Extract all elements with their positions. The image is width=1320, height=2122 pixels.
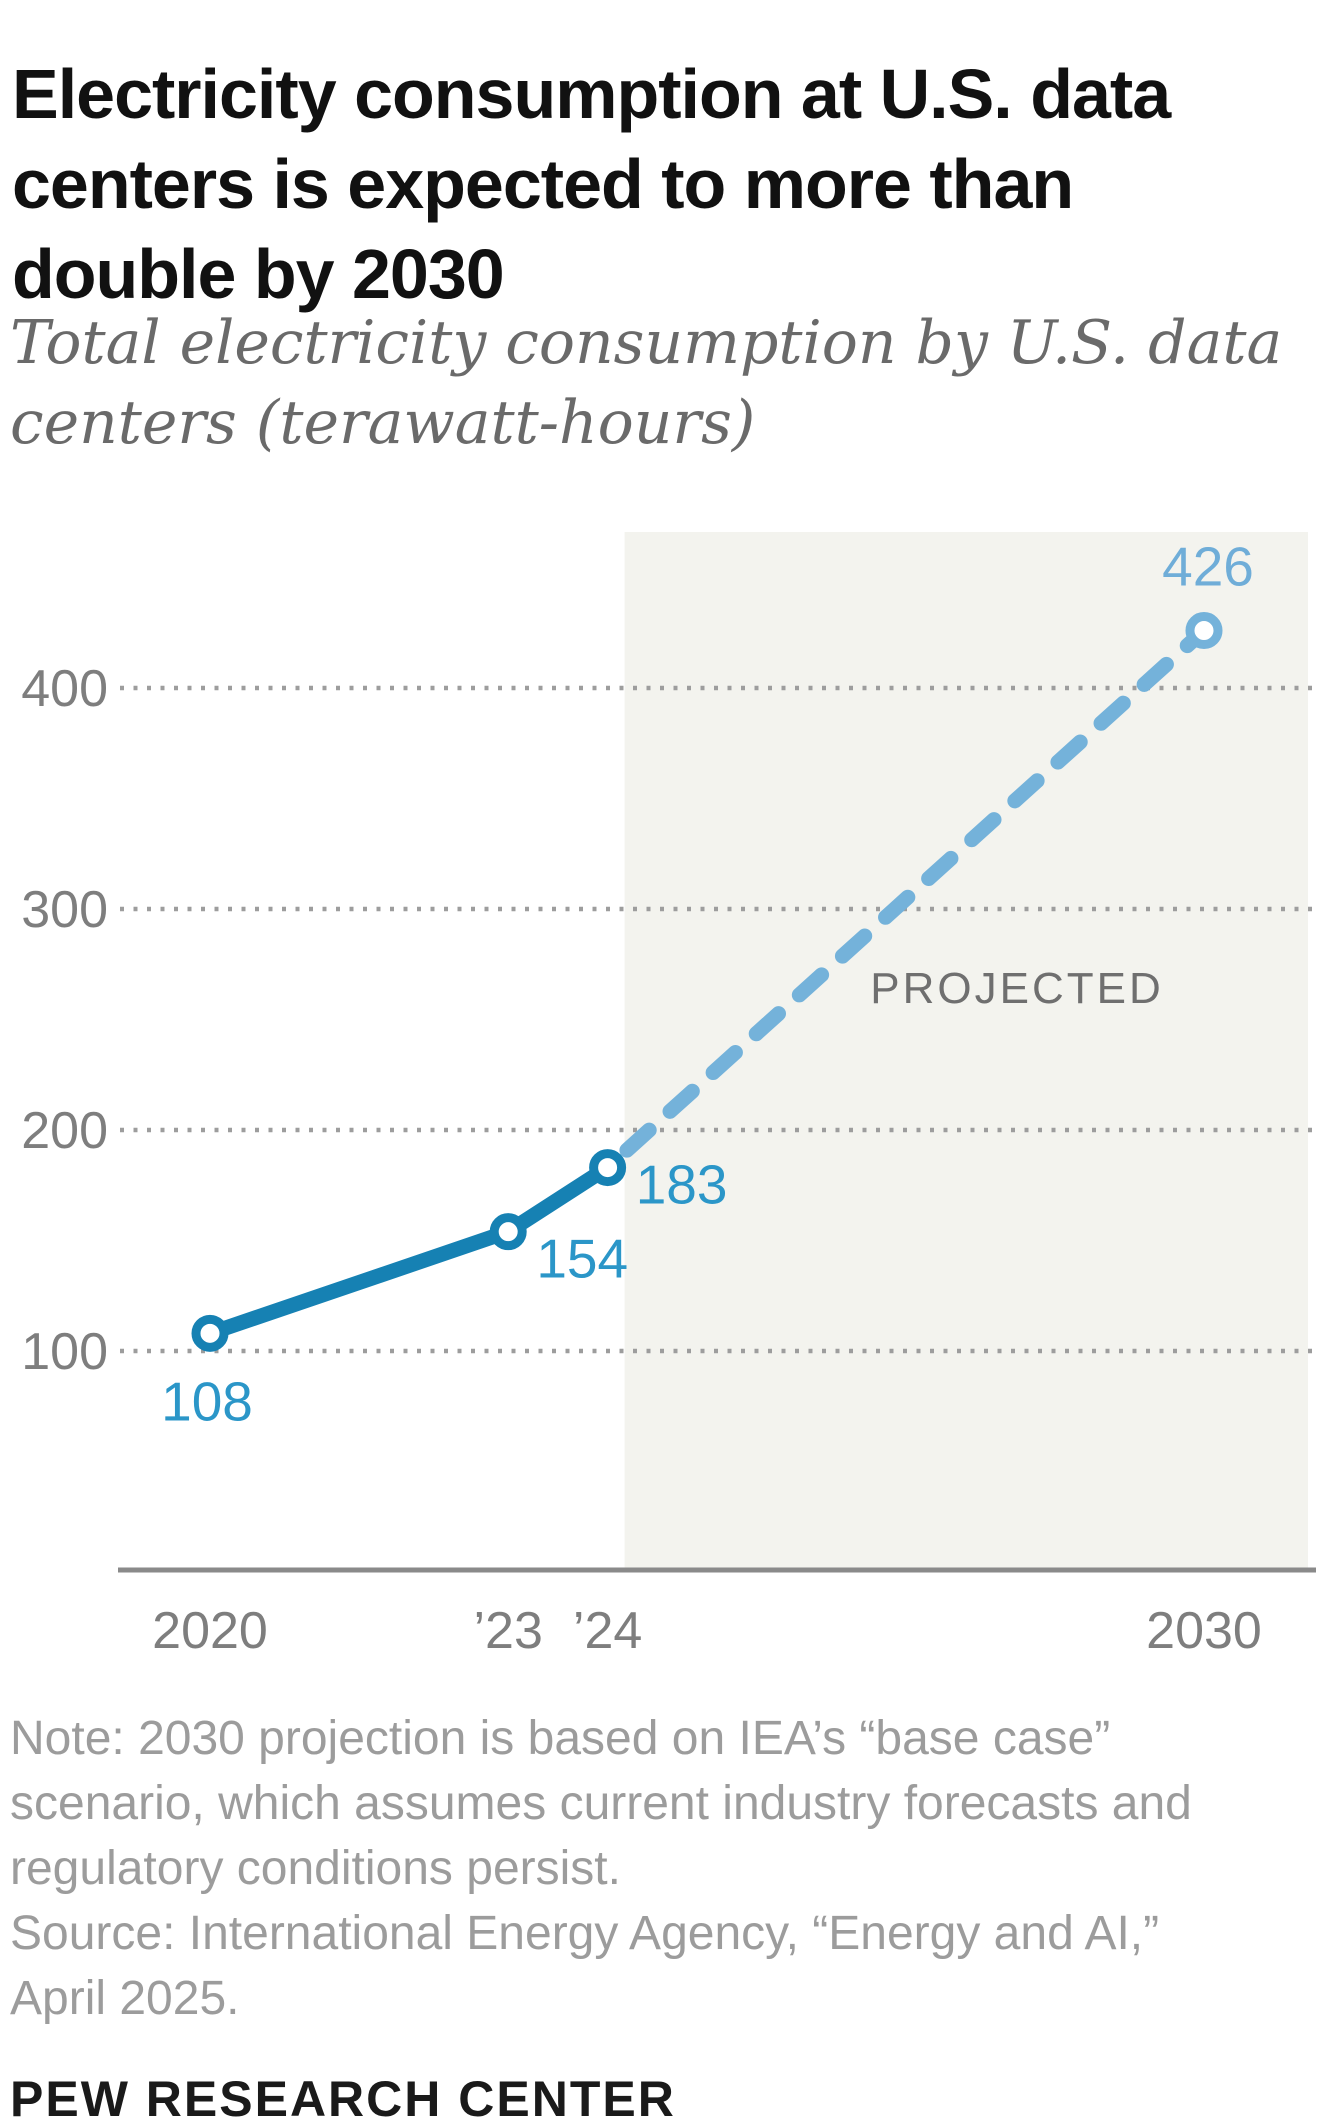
- data-point-label-2024: 183: [636, 1154, 728, 1216]
- note-line: Note: 2030 projection is based on IEA’s …: [10, 1712, 1111, 1765]
- data-point-marker-2023: [489, 1213, 527, 1251]
- data-point-label-2030: 426: [1162, 536, 1254, 598]
- projected-label: PROJECTED: [870, 964, 1163, 1013]
- data-point-marker-2030: [1185, 612, 1223, 650]
- x-tick-label-2030: 2030: [1146, 1602, 1262, 1660]
- chart-subtitle-line: Total electricity consumption by U.S. da…: [10, 308, 1283, 378]
- note-line: scenario, which assumes current industry…: [10, 1777, 1192, 1830]
- chart-title: Electricity consumption at U.S. data cen…: [12, 49, 1302, 319]
- y-tick-label-400: 400: [21, 660, 108, 718]
- pew-research-center-wordmark: PEW RESEARCH CENTER: [10, 2071, 676, 2122]
- chart-title-line: Electricity consumption at U.S. data: [12, 54, 1171, 133]
- x-tick-label-2020: 2020: [152, 1602, 268, 1660]
- source-line: April 2025.: [10, 1972, 240, 2025]
- x-tick-label-2023: ’23: [473, 1602, 542, 1660]
- chart-subtitle-line: centers (terawatt-hours): [10, 388, 756, 458]
- source-line: Source: International Energy Agency, “En…: [10, 1907, 1160, 1960]
- x-tick-label-2024: ’24: [573, 1602, 642, 1660]
- y-tick-label-200: 200: [21, 1102, 108, 1160]
- data-point-marker-2024: [589, 1149, 627, 1187]
- chart-title-line: double by 2030: [12, 234, 505, 313]
- data-point-marker-2020: [191, 1314, 229, 1352]
- y-tick-label-100: 100: [21, 1323, 108, 1381]
- note-and-source: Note: 2030 projection is based on IEA’s …: [10, 1706, 1310, 2031]
- note-line: regulatory conditions persist.: [10, 1842, 621, 1895]
- y-tick-label-300: 300: [21, 881, 108, 939]
- chart-subtitle: Total electricity consumption by U.S. da…: [10, 303, 1300, 463]
- chart-title-line: centers is expected to more than: [12, 144, 1074, 223]
- data-point-label-2020: 108: [161, 1370, 253, 1432]
- data-point-label-2023: 154: [536, 1228, 628, 1290]
- projected-line: [600, 623, 1212, 1176]
